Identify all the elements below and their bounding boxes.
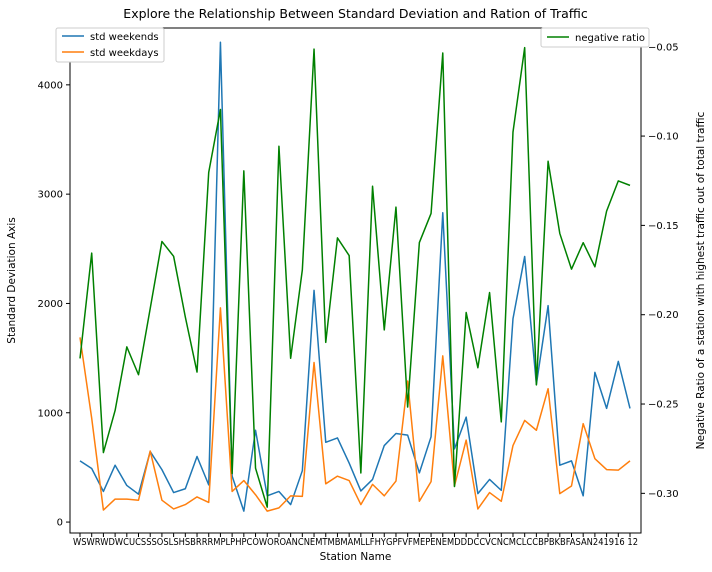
left-tick-label: 0 [57,518,63,529]
y-axis-label-right: Negative Ratio of a station with highest… [695,111,707,449]
left-tick-label: 3000 [38,190,63,201]
right-tick-label: −0.30 [648,489,679,500]
right-tick-label: −0.20 [648,310,679,321]
x-tick-labels: WSWRWDWCUCSSSOSLSHSBRRRMPLPHPCOWOROANCNE… [73,537,638,548]
legend-right: negative ratio [540,27,650,48]
plot-area [69,27,642,534]
x-axis-label: Station Name [320,551,392,563]
series-layer [79,41,631,512]
left-tick-label: 2000 [38,299,63,310]
left-tick-label: 1000 [38,408,63,419]
legend-right-box [540,27,650,48]
chart-title: Explore the Relationship Between Standar… [123,6,588,21]
series-line-std-weekends [79,41,631,512]
right-axis-ticks: −0.30 −0.25 −0.20 −0.15 −0.10 −0.05 [641,42,679,500]
left-tick-label: 4000 [38,80,63,91]
left-axis-ticks: 0 1000 2000 3000 4000 [38,80,70,529]
right-tick-label: −0.10 [648,132,679,143]
right-tick-label: −0.25 [648,400,679,411]
right-tick-label: −0.05 [648,42,679,53]
series-line-negative-ratio [79,46,631,508]
legend-label-std-weekends: std weekends [90,32,159,43]
legend-label-negative-ratio: negative ratio [575,33,645,44]
legend-label-std-weekdays: std weekdays [90,48,159,59]
y-axis-label-left: Standard Deviation Axis [6,217,18,343]
x-axis-ticks [79,533,631,537]
legend-left: std weekends std weekdays [55,27,165,63]
right-tick-label: −0.15 [648,221,679,232]
series-line-std-weekdays [79,307,631,512]
